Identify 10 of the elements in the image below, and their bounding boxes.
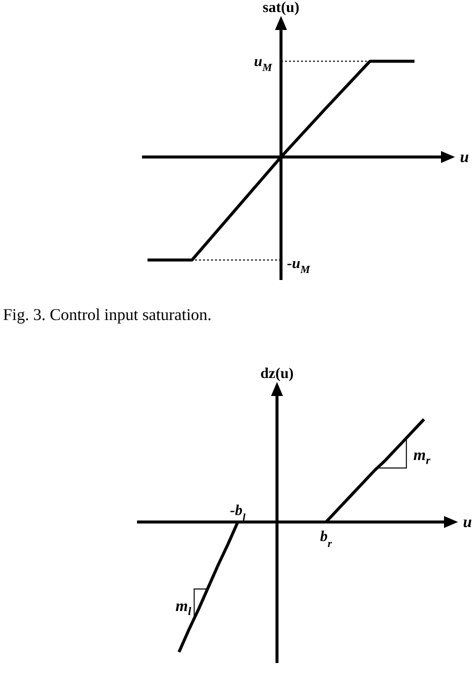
- ref-line-label: -u$_{M}$: [287, 256, 310, 276]
- y-axis-title: sat(u): [262, 0, 300, 16]
- x-axis-title: u: [463, 514, 472, 531]
- y-axis-title: dz(u): [260, 366, 294, 382]
- x-axis-title: u: [460, 149, 469, 166]
- annotation: m$_{r}$: [413, 446, 431, 467]
- ref-line-label: u$_{M}$: [254, 54, 272, 74]
- caption: Fig. 3. Control input saturation.: [3, 305, 212, 324]
- annotation: m$_{l}$: [176, 598, 192, 618]
- x-tick-label: b$_{r}$: [320, 529, 333, 550]
